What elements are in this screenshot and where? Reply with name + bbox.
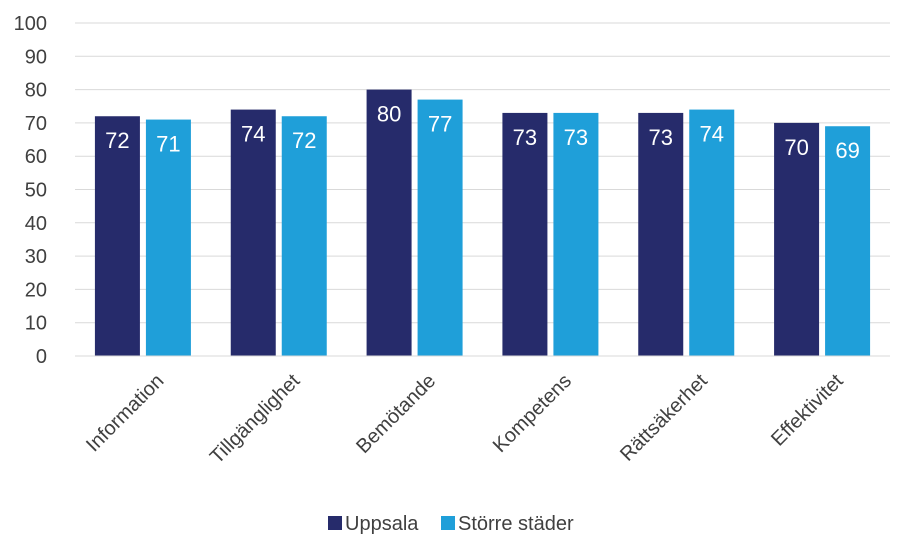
x-tick-label: Bemötande [352, 370, 440, 458]
x-tick-label: Rättsäkerhet [616, 370, 712, 466]
bar-value-label: 80 [377, 102, 401, 127]
bar-uppsala-1 [230, 109, 276, 356]
bar-value-label: 71 [156, 132, 180, 157]
bar-value-label: 74 [241, 122, 265, 147]
bar-value-label: 73 [564, 125, 588, 150]
y-tick-label: 100 [14, 13, 47, 35]
x-axis: Information Tillgänglighet Bemötande Kompet… [75, 355, 890, 469]
legend-swatch [328, 516, 342, 530]
y-tick-label: 90 [25, 46, 47, 68]
legend-swatch [441, 516, 455, 530]
y-tick-label: 80 [25, 80, 47, 102]
bar-value-label: 72 [292, 128, 316, 153]
bar-st-rre-st-der-3 [553, 112, 599, 356]
y-tick-label: 70 [25, 113, 47, 135]
bar-value-label: 70 [784, 135, 808, 160]
bar-uppsala-4 [638, 112, 684, 356]
bar-value-label: 77 [428, 112, 452, 137]
bar-value-label: 72 [105, 128, 129, 153]
bar-uppsala-0 [94, 116, 140, 357]
bar-value-label: 73 [649, 125, 673, 150]
bar-value-label: 69 [835, 138, 859, 163]
bar-st-rre-st-der-0 [145, 119, 191, 356]
bar-value-label: 73 [513, 125, 537, 150]
legend-label: Större städer [458, 513, 574, 535]
x-tick-label: Information [82, 370, 168, 456]
gridlines [75, 22, 890, 357]
y-tick-label: 20 [25, 279, 47, 301]
bar-uppsala-5 [774, 122, 820, 357]
y-tick-label: 10 [25, 313, 47, 335]
y-tick-label: 0 [36, 346, 47, 368]
bar-st-rre-st-der-1 [281, 116, 327, 357]
x-tick-label: Tillgänglighet [206, 370, 305, 469]
bar-uppsala-2 [366, 89, 412, 356]
bar-uppsala-3 [502, 112, 548, 356]
x-tick-label: Kompetens [489, 370, 576, 457]
y-axis: 0 10 20 30 40 50 60 70 80 90 100 [14, 13, 47, 368]
y-tick-label: 60 [25, 146, 47, 168]
y-tick-label: 40 [25, 213, 47, 235]
bar-st-rre-st-der-2 [417, 99, 463, 356]
legend: Uppsala Större städer [328, 513, 574, 535]
bars: 72 71 74 72 80 77 73 73 73 74 70 69 [94, 89, 871, 357]
y-tick-label: 50 [25, 180, 47, 202]
bar-st-rre-st-der-5 [825, 126, 871, 356]
bar-value-label: 74 [700, 122, 724, 147]
y-tick-label: 30 [25, 246, 47, 268]
legend-label: Uppsala [345, 513, 419, 535]
bar-st-rre-st-der-4 [689, 109, 735, 356]
x-tick-label: Effektivitet [767, 370, 848, 451]
